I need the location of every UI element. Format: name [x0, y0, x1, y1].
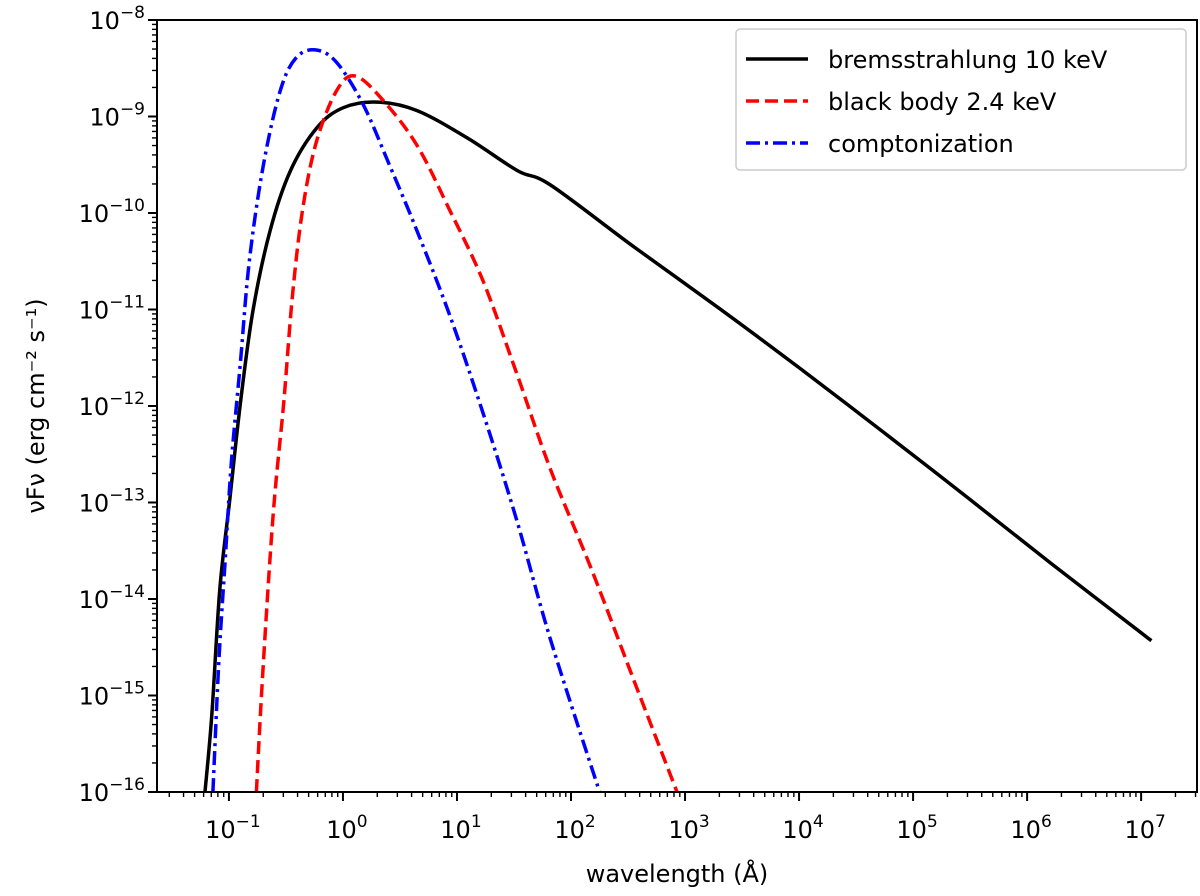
tick-label: 10−14	[79, 582, 145, 614]
tick-label: 103	[668, 812, 709, 844]
tick-label: 10−1	[205, 812, 261, 844]
tick-label: 10−13	[79, 486, 145, 518]
tick-label: 105	[896, 812, 937, 844]
tick-label: 10−16	[79, 775, 145, 807]
series-line-black-body-2-4-kev	[254, 73, 679, 792]
legend-entry-label: comptonization	[828, 130, 1014, 158]
tick-label: 102	[554, 812, 595, 844]
tick-label: 107	[1124, 812, 1165, 844]
tick-label: 101	[440, 812, 481, 844]
legend-box	[735, 28, 1187, 171]
tick-label: 10−9	[89, 100, 145, 132]
tick-label: 10−15	[79, 679, 145, 711]
tick-label: 104	[782, 812, 823, 844]
tick-label: 10−12	[79, 389, 145, 421]
x-axis-label: wavelength (Å)	[586, 859, 769, 888]
ticks-layer: 10−1 100 101 102 103 104 105 106 107 10−8 10−9 10−1…	[79, 3, 1197, 844]
series-line-bremsstrahlung-10-kev	[203, 100, 1153, 792]
curves-layer	[203, 47, 1153, 792]
y-axis-label: νFν (erg cm⁻² s⁻¹)	[22, 298, 50, 513]
tick-label: 10−11	[79, 293, 145, 325]
legend-entry-label: bremsstrahlung 10 keV	[828, 46, 1108, 74]
legend-entry-label: black body 2.4 keV	[828, 88, 1057, 116]
legend: bremsstrahlung 10 keV black body 2.4 keV c…	[735, 28, 1187, 171]
tick-label: 10−10	[79, 196, 145, 228]
tick-label: 100	[326, 812, 367, 844]
series-line-comptonization	[211, 47, 602, 792]
tick-label: 10−8	[89, 3, 145, 35]
tick-label: 106	[1010, 812, 1051, 844]
